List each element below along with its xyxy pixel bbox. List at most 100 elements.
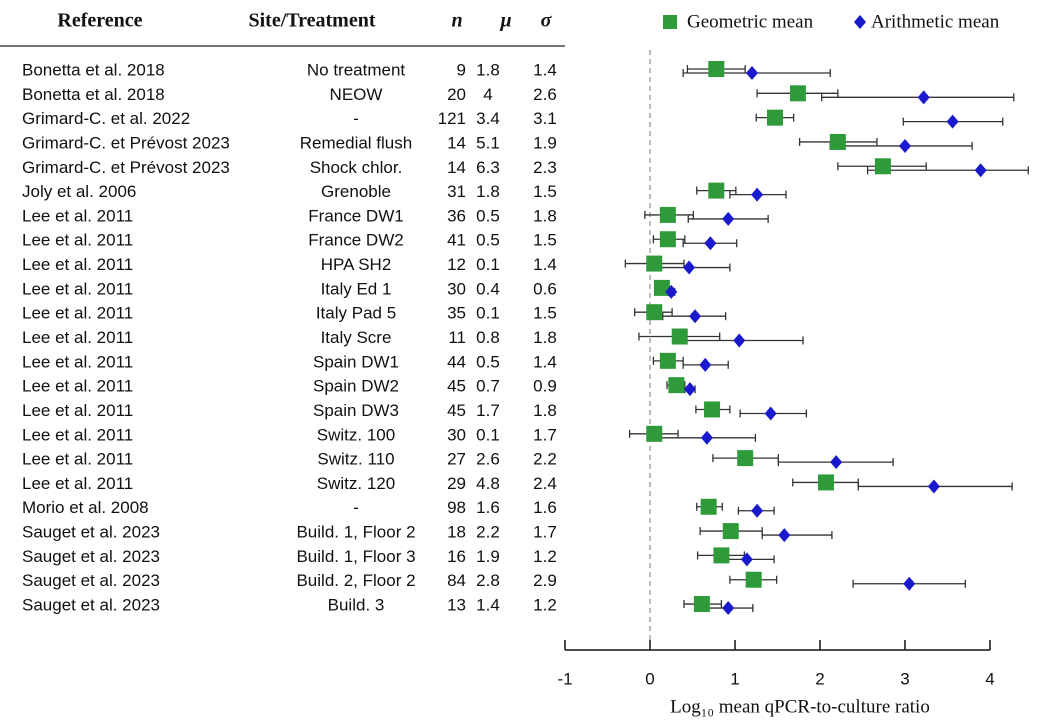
mu-value: 1.8 [476,182,500,201]
sigma-value: 1.4 [533,60,557,79]
sigma-value: 1.2 [533,547,557,566]
x-tick-label: -1 [557,669,572,688]
mu-value: 5.1 [476,133,500,152]
x-tick-label: 0 [645,669,654,688]
geometric-mean-marker [829,133,846,150]
n-value: 11 [448,328,466,347]
sigma-value: 1.5 [533,182,557,201]
n-value: 20 [447,85,466,104]
reference: Grimard-C. et Prévost 2023 [22,158,230,177]
arithmetic-mean-marker [740,552,753,567]
arithmetic-mean-marker [830,455,843,470]
site: Build. 3 [328,596,385,615]
site: Switz. 120 [317,474,395,493]
site: NEOW [330,85,383,104]
mu-value: 2.2 [476,523,500,542]
reference: Bonetta et al. 2018 [22,60,165,79]
n-value: 36 [447,206,466,225]
column-header: μ [499,10,511,32]
n-value: 12 [447,255,466,274]
legend-marker [663,15,677,29]
column-header: Reference [57,10,142,32]
n-value: 14 [447,158,466,177]
reference: Grimard-C. et Prévost 2023 [22,133,230,152]
mu-value: 0.1 [476,304,500,323]
sigma-value: 1.8 [533,401,557,420]
sigma-value: 1.2 [533,596,557,615]
reference: Lee et al. 2011 [22,279,133,298]
site: Grenoble [321,182,391,201]
mu-value: 1.8 [476,60,500,79]
mu-value: 0.1 [476,425,500,444]
reference: Lee et al. 2011 [22,377,133,396]
geometric-mean-marker [646,304,663,321]
mu-value: 0.1 [476,255,500,274]
x-axis-label: Log₁₀ mean qPCR-to-culture ratio [670,696,930,717]
geometric-mean-marker [708,61,725,77]
site: Spain DW3 [313,401,399,420]
n-value: 14 [447,133,466,152]
legend-marker [854,15,866,29]
site: Build. 2, Floor 2 [296,571,415,590]
arithmetic-mean-marker [899,138,911,153]
geometric-mean-marker [659,231,676,248]
n-value: 30 [447,279,466,298]
arithmetic-mean-marker [917,90,930,105]
arithmetic-mean-marker [974,163,987,178]
reference: Sauget et al. 2023 [22,571,160,590]
arithmetic-mean-marker [722,601,735,616]
column-header: n [451,10,462,32]
geometric-mean-marker [704,401,721,418]
geometric-mean-marker [745,571,762,588]
n-value: 31 [447,182,466,201]
n-value: 13 [447,596,466,615]
geometric-mean-marker [700,498,717,515]
n-value: 18 [447,523,466,542]
x-tick-label: 4 [985,669,994,688]
column-header: Site/Treatment [248,10,375,32]
n-value: 9 [457,60,466,79]
n-value: 121 [438,109,466,128]
sigma-value: 2.9 [533,571,557,590]
sigma-value: 3.1 [533,109,557,128]
sigma-value: 2.2 [533,450,557,469]
site: Italy Pad 5 [316,304,396,323]
arithmetic-mean-marker [751,503,764,518]
reference: Joly et al. 2006 [22,182,136,201]
geometric-mean-marker [646,255,663,272]
mu-value: 4.8 [476,474,500,493]
sigma-value: 1.5 [533,304,557,323]
site: Switz. 110 [317,450,394,469]
geometric-mean-marker [659,352,676,369]
n-value: 84 [447,571,466,590]
x-tick-label: 3 [900,669,909,688]
site: - [353,109,359,128]
arithmetic-mean-marker [778,528,791,543]
arithmetic-mean-marker [704,236,717,251]
mu-value: 1.6 [476,498,500,517]
n-value: 16 [447,547,466,566]
site: Spain DW2 [313,377,399,396]
arithmetic-mean-marker [683,260,696,275]
geometric-mean-marker [789,85,806,102]
site: Italy Scre [321,328,392,347]
arithmetic-mean-marker [722,211,735,226]
n-value: 45 [447,401,466,420]
reference: Lee et al. 2011 [22,304,133,323]
site: Italy Ed 1 [321,279,392,298]
site: Switz. 100 [317,425,395,444]
reference: Sauget et al. 2023 [22,523,160,542]
sigma-value: 1.7 [533,425,557,444]
n-value: 45 [447,377,466,396]
sigma-value: 1.8 [533,328,557,347]
reference: Lee et al. 2011 [22,231,133,250]
reference: Sauget et al. 2023 [22,596,160,615]
sigma-value: 1.4 [533,352,557,371]
sigma-value: 0.9 [533,377,557,396]
x-tick-label: 2 [815,669,824,688]
geometric-mean-marker [766,109,783,126]
sigma-value: 2.3 [533,158,557,177]
arithmetic-mean-marker [699,357,712,372]
geometric-mean-marker [659,206,676,223]
